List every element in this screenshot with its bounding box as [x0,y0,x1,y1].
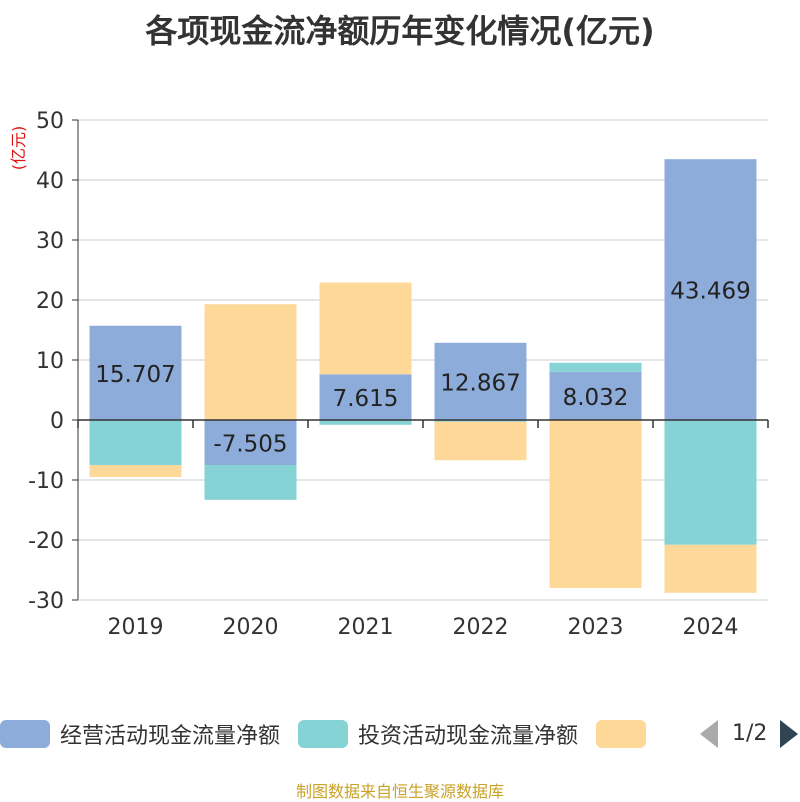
y-tick-label: 0 [50,409,64,434]
legend-swatch-operating [0,720,50,748]
bar-financing [204,304,297,420]
y-tick-label: -20 [28,529,64,554]
data-label: 8.032 [563,385,629,411]
legend-next-page-button[interactable] [780,716,798,752]
y-tick-label: 10 [36,349,64,374]
legend-page-indicator: 1/2 [732,721,768,746]
x-tick-label: 2023 [568,615,624,640]
x-tick-label: 2024 [683,615,739,640]
y-tick-label: 40 [36,169,64,194]
bar-investing [204,465,297,500]
legend-item-investing[interactable]: 投资活动现金流量净额 [298,718,578,750]
legend-label-investing: 投资活动现金流量净额 [358,724,579,749]
x-tick-label: 2021 [338,615,394,640]
data-source-note: 制图数据来自恒生聚源数据库 [295,782,504,801]
data-label: 7.615 [333,386,399,412]
bar-investing [664,420,757,545]
legend-prev-page-button[interactable] [700,716,718,752]
bar-investing [549,362,642,372]
legend-item-financing[interactable] [596,720,656,748]
bar-operating [434,342,527,420]
bar-financing [319,282,412,375]
bar-financing [89,465,182,477]
bar-financing [434,421,527,461]
bar-operating [549,371,642,420]
chart-title: 各项现金流净额历年变化情况(亿元) [145,12,655,50]
bar-financing [549,420,642,588]
legend-label-operating: 经营活动现金流量净额 [60,724,281,749]
y-axis-unit-label: (亿元) [9,126,28,171]
legend-swatch-financing [596,720,647,748]
triangle-left-icon [700,720,718,748]
legend: 经营活动现金流量净额 投资活动现金流量净额 [0,716,800,752]
x-tick-label: 2019 [108,615,164,640]
bar-investing [89,420,182,465]
legend-item-operating[interactable]: 经营活动现金流量净额 [0,718,280,750]
data-label: -7.505 [213,432,287,458]
x-tick-label: 2022 [453,615,509,640]
y-tick-label: -30 [28,589,64,614]
bar-investing [434,420,527,422]
bar-operating [319,374,412,420]
x-tick-label: 2020 [223,615,279,640]
y-tick-label: -10 [28,469,64,494]
legend-swatch-investing [298,720,349,748]
bar-operating [204,420,297,466]
data-label: 15.707 [95,362,175,388]
y-tick-label: 30 [36,229,64,254]
y-tick-label: 50 [36,109,64,134]
bar-operating [89,325,182,420]
bar-operating [664,159,757,420]
data-label: 43.469 [670,279,750,305]
triangle-right-icon [780,720,798,748]
bar-investing [319,420,412,425]
y-tick-label: 20 [36,289,64,314]
bar-financing [664,544,757,593]
data-label: 12.867 [440,370,520,396]
